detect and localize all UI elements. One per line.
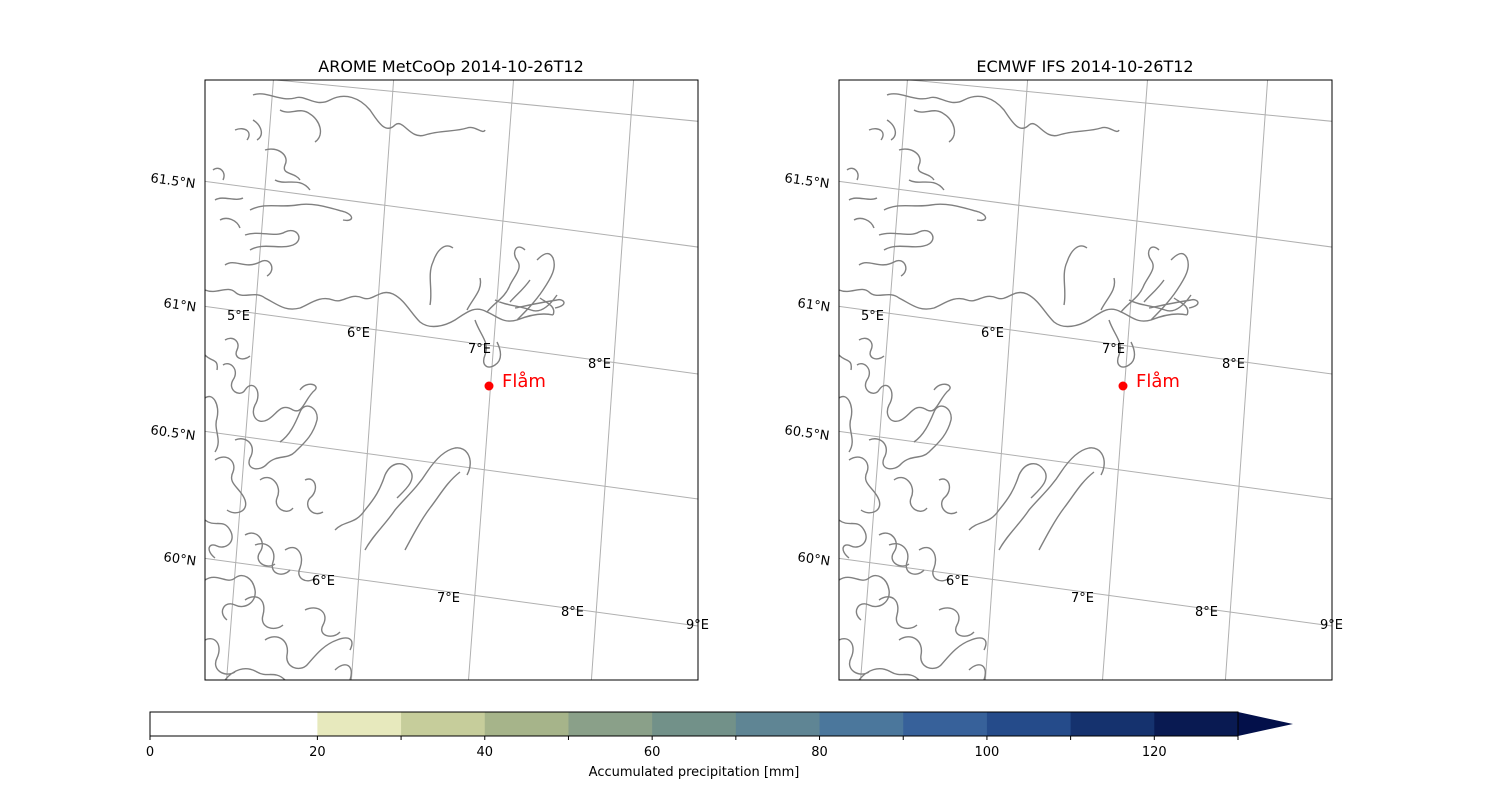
colorbar-ticks: 0 20 40 60 80 100 120	[146, 736, 1239, 760]
colorbar-tick-label: 100	[975, 745, 1000, 760]
colorbar-segment	[401, 712, 486, 736]
colorbar-tick-label: 120	[1142, 745, 1167, 760]
lat-label: 60.5°N	[149, 423, 196, 444]
lat-label: 60.5°N	[783, 423, 830, 444]
colorbar-tick-label: 80	[811, 745, 828, 760]
lon-label: 9°E	[1320, 618, 1343, 633]
colorbar-segment	[1070, 712, 1155, 736]
right-panel-title: ECMWF IFS 2014-10-26T12	[976, 57, 1193, 76]
colorbar-frame	[149, 711, 1239, 737]
lat-label: 61°N	[796, 296, 831, 315]
colorbar-segment	[903, 712, 988, 736]
right-map-frame	[838, 79, 1333, 681]
colorbar-segment	[317, 712, 402, 736]
colorbar-segment	[735, 712, 821, 736]
lon-label: 7°E	[1102, 342, 1125, 357]
lon-label: 8°E	[561, 605, 584, 620]
colorbar-tick-label: 40	[476, 745, 493, 760]
left-panel-title: AROME MetCoOp 2014-10-26T12	[318, 57, 584, 76]
left-map-frame	[204, 79, 699, 681]
flam-marker	[1118, 381, 1128, 391]
lon-label: 7°E	[437, 591, 460, 606]
lat-label: 60°N	[796, 550, 831, 569]
colorbar-segment	[150, 712, 318, 736]
lon-label: 6°E	[946, 574, 969, 589]
lon-label: 7°E	[1071, 591, 1094, 606]
lon-label: 8°E	[1195, 605, 1218, 620]
lon-label: 6°E	[347, 326, 370, 341]
colorbar-tick-label: 0	[146, 745, 154, 760]
colorbar-extend-arrow	[1238, 712, 1293, 736]
lon-label: 9°E	[686, 618, 709, 633]
lon-label: 7°E	[468, 342, 491, 357]
lon-label: 8°E	[1222, 357, 1245, 372]
colorbar-segment	[819, 712, 904, 736]
lon-label: 6°E	[981, 326, 1004, 341]
flam-marker	[484, 381, 494, 391]
colorbar-segment	[652, 712, 737, 736]
colorbar-tick-label: 60	[644, 745, 661, 760]
lat-label: 61°N	[162, 296, 197, 315]
lon-label: 6°E	[312, 574, 335, 589]
colorbar-segment	[986, 712, 1072, 736]
right-map-panel: ECMWF IFS 2014-10-26T12 61.5°N 61°N 60.5…	[783, 57, 1343, 681]
lon-label: 5°E	[861, 309, 884, 324]
lon-label: 5°E	[227, 309, 250, 324]
lat-label: 61.5°N	[783, 171, 830, 192]
left-map-panel: AROME MetCoOp 2014-10-26T12 61.5°N 61°N …	[149, 57, 709, 681]
colorbar-segments	[150, 712, 1239, 736]
colorbar-label: Accumulated precipitation [mm]	[589, 765, 800, 780]
colorbar: 0 20 40 60 80 100 120 Accumulated precipitatio…	[146, 711, 1293, 780]
lat-label: 60°N	[162, 550, 197, 569]
colorbar-tick-label: 20	[309, 745, 326, 760]
flam-marker-label: Flåm	[1136, 371, 1180, 392]
lat-label: 61.5°N	[149, 171, 196, 192]
colorbar-segment	[1154, 712, 1239, 736]
colorbar-segment	[568, 712, 653, 736]
lon-label: 8°E	[588, 357, 611, 372]
flam-marker-label: Flåm	[502, 371, 546, 392]
colorbar-segment	[484, 712, 569, 736]
